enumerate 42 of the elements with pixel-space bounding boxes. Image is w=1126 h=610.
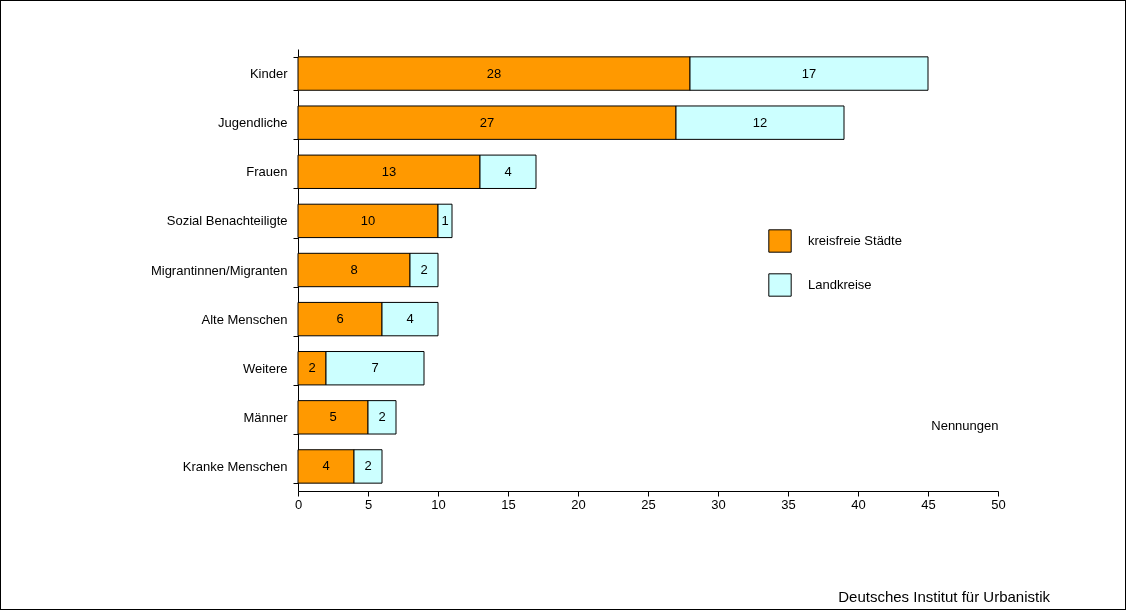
x-tick-label: 35: [781, 496, 796, 512]
data-label: 2: [308, 360, 316, 376]
y-tick-label: Männer: [243, 409, 289, 425]
y-tick-label: Weitere: [242, 360, 288, 376]
x-tick-label: 0: [294, 496, 303, 512]
legend-label: kreisfreie Städte: [808, 233, 902, 248]
y-tick-label: Kranke Menschen: [182, 458, 288, 474]
data-label: 17: [801, 65, 817, 81]
x-axis-title: Nennungen: [931, 417, 999, 433]
y-tick-label: Alte Menschen: [201, 311, 288, 327]
data-label: 2: [420, 262, 428, 277]
y-tick-label: Sozial Benachteiligte: [166, 213, 288, 229]
x-tick-label: 25: [641, 496, 656, 512]
data-label: 13: [381, 163, 397, 179]
x-tick-label: 10: [431, 496, 446, 512]
data-label: 4: [322, 458, 330, 474]
data-label: 2: [378, 409, 386, 425]
data-label: 4: [504, 163, 512, 179]
data-label: 7: [371, 360, 379, 376]
data-label: 1: [441, 212, 449, 228]
text: Deutsches Institut für Urbanistik: [838, 588, 1050, 605]
data-label: 12: [752, 114, 768, 130]
y-tick-label: Frauen: [246, 164, 288, 180]
x-tick-label: 20: [571, 496, 586, 512]
data-label: 8: [350, 262, 358, 277]
legend-label: Landkreise: [808, 277, 872, 292]
x-tick-label: 15: [501, 496, 516, 512]
y-tick-label: Migrantinnen/Migranten: [150, 262, 288, 278]
data-label: 10: [360, 212, 376, 228]
x-tick-label: 30: [711, 496, 726, 512]
data-label: 2: [364, 458, 372, 474]
y-tick-label: Kinder: [249, 66, 289, 82]
data-label: 4: [406, 311, 414, 327]
data-label: 27: [479, 114, 495, 130]
data-label: 5: [329, 409, 337, 425]
x-tick-label: 40: [851, 496, 866, 512]
x-tick-label: 50: [991, 496, 1006, 512]
data-label: 28: [486, 65, 502, 81]
x-tick-label: 45: [921, 496, 936, 512]
data-label: 6: [336, 311, 344, 327]
y-tick-label: Jugendliche: [218, 115, 288, 131]
x-tick-label: 5: [364, 496, 373, 512]
